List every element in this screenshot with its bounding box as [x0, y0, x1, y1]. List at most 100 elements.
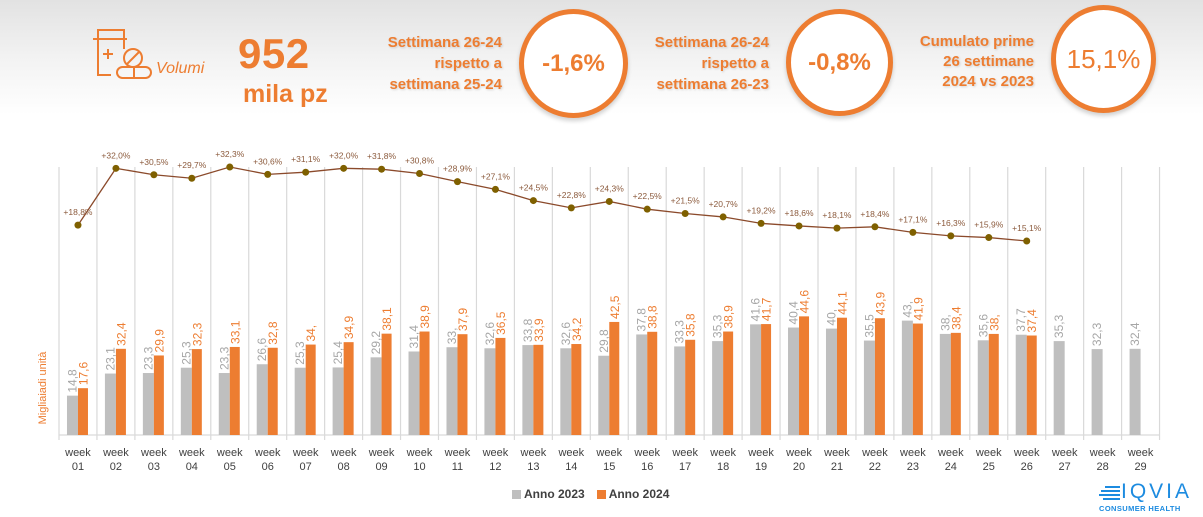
growth-marker [947, 232, 955, 240]
weekly-change-caption: Settimana 26-24 rispetto a settimana 25-… [388, 32, 502, 95]
bar-label-2023: 23,3 [141, 346, 155, 370]
x-tick-label: 08 [338, 461, 350, 473]
yoy-week-change-value: -0,8% [808, 48, 871, 76]
yoy-week-change-caption: Settimana 26-24 rispetto a settimana 26-… [655, 32, 769, 95]
bar-2024 [153, 355, 164, 435]
bars [66, 316, 1141, 435]
bar-2024 [685, 339, 696, 435]
caption-line: 2024 vs 2023 [942, 73, 1034, 90]
kpi-value: 952 [238, 30, 310, 77]
logo-wordmark: IQVIA [1121, 480, 1193, 503]
bar-2023 [1129, 348, 1141, 435]
x-tick-label: week [330, 447, 357, 459]
bar-2024 [723, 331, 734, 435]
growth-marker [302, 168, 310, 176]
x-tick-label: 22 [869, 461, 881, 473]
x-tick-label: week [823, 447, 850, 459]
bar-2024 [305, 344, 316, 435]
bar-2023 [294, 367, 306, 435]
bar-2023 [484, 348, 496, 435]
bar-label-2023: 25,3 [293, 341, 307, 365]
bar-2023 [863, 340, 875, 435]
legend-swatch-2023 [512, 489, 521, 499]
bar-2024 [874, 318, 885, 435]
bar-2024 [609, 321, 620, 435]
growth-marker [74, 221, 82, 229]
x-tick-label: 20 [793, 461, 805, 473]
growth-label: +17,1% [898, 214, 928, 224]
bar-label-2024: 37,4 [1025, 309, 1039, 333]
caption-line: Cumulato prime [919, 33, 1034, 50]
bar-2024 [912, 323, 923, 435]
bar-label-2023: 37,7 [1014, 308, 1028, 332]
legend-label: Anno 2023 [524, 487, 585, 501]
bar-2023 [712, 341, 724, 435]
growth-label: +18,4% [860, 209, 890, 219]
x-tick-label: week [747, 447, 774, 459]
bar-label-2023: 41,6 [749, 298, 763, 322]
bar-2024 [191, 349, 202, 435]
iqvia-lines-icon [1099, 486, 1120, 500]
bar-2024 [115, 348, 126, 435]
x-tick-label: week [64, 447, 91, 459]
growth-marker [567, 204, 575, 212]
x-tick-label: week [216, 447, 243, 459]
bar-label-2023: 33,3 [673, 320, 687, 344]
x-tick-label: 07 [300, 461, 312, 473]
growth-label: +32,0% [329, 150, 359, 160]
bar-2024 [950, 332, 961, 435]
bar-2023 [636, 334, 648, 435]
bar-2023 [598, 355, 610, 435]
bar-label-2023: 35,3 [1052, 314, 1066, 338]
bar-label-2024: 34,9 [342, 315, 356, 339]
bar-label-2024: 38,8 [646, 305, 660, 329]
growth-marker [340, 164, 348, 172]
bar-2024 [457, 334, 468, 435]
cumulative-change-caption: Cumulato prime 26 settimane 2024 vs 2023 [920, 32, 1034, 92]
bar-label-2024: 32,4 [114, 322, 128, 346]
bar-2023 [104, 373, 116, 435]
bar-label-2024: 38,9 [418, 305, 432, 329]
bar-label-2023: 35,3 [711, 314, 725, 338]
bar-2023 [446, 347, 458, 435]
bar-label-2024: 44,6 [798, 290, 812, 314]
x-tick-label: week [1089, 447, 1116, 459]
x-tick-label: week [975, 447, 1002, 459]
bar-2023 [825, 328, 837, 435]
growth-label: +24,5% [519, 183, 549, 193]
growth-marker [378, 165, 386, 173]
growth-marker [757, 219, 765, 227]
bar-2023 [939, 333, 951, 435]
caption-line: rispetto a [434, 55, 502, 72]
growth-marker [112, 164, 120, 172]
bar-label-2023: 32,6 [559, 322, 573, 346]
x-tick-label: 01 [72, 461, 84, 473]
growth-label: +30,6% [253, 156, 283, 166]
legend-swatch-2024 [596, 489, 606, 499]
growth-label: +24,3% [595, 183, 625, 193]
growth-label: +28,9% [443, 164, 473, 174]
growth-line: +18,8% +32,0% +30,5% +29,7% +32,3% +30,6% +31,… [63, 149, 1042, 245]
x-tick-label: week [557, 447, 584, 459]
growth-marker [681, 209, 689, 217]
bar-label-2023: 40, [824, 309, 838, 326]
bar-2024 [77, 388, 88, 435]
bar-label-2024: 38,1 [380, 307, 394, 331]
bar-2024 [343, 342, 354, 435]
x-tick-label: 19 [755, 461, 767, 473]
bar-label-2024: 44,1 [835, 291, 849, 315]
growth-marker [795, 222, 803, 230]
x-tick-label: 15 [603, 461, 615, 473]
x-tick-label: week [671, 447, 698, 459]
x-tick-label: week [1127, 447, 1154, 459]
bar-2023 [1015, 334, 1027, 435]
bar-label-2024: 41,7 [760, 297, 774, 321]
bar-2023 [1053, 341, 1065, 435]
legend-label: Anno 2024 [608, 487, 670, 501]
x-tick-label: 27 [1059, 461, 1071, 473]
x-tick-label: week [709, 447, 736, 459]
weekly-change-circle: -1,6% [519, 9, 628, 118]
growth-label: +19,2% [747, 205, 777, 215]
growth-marker [491, 185, 499, 193]
